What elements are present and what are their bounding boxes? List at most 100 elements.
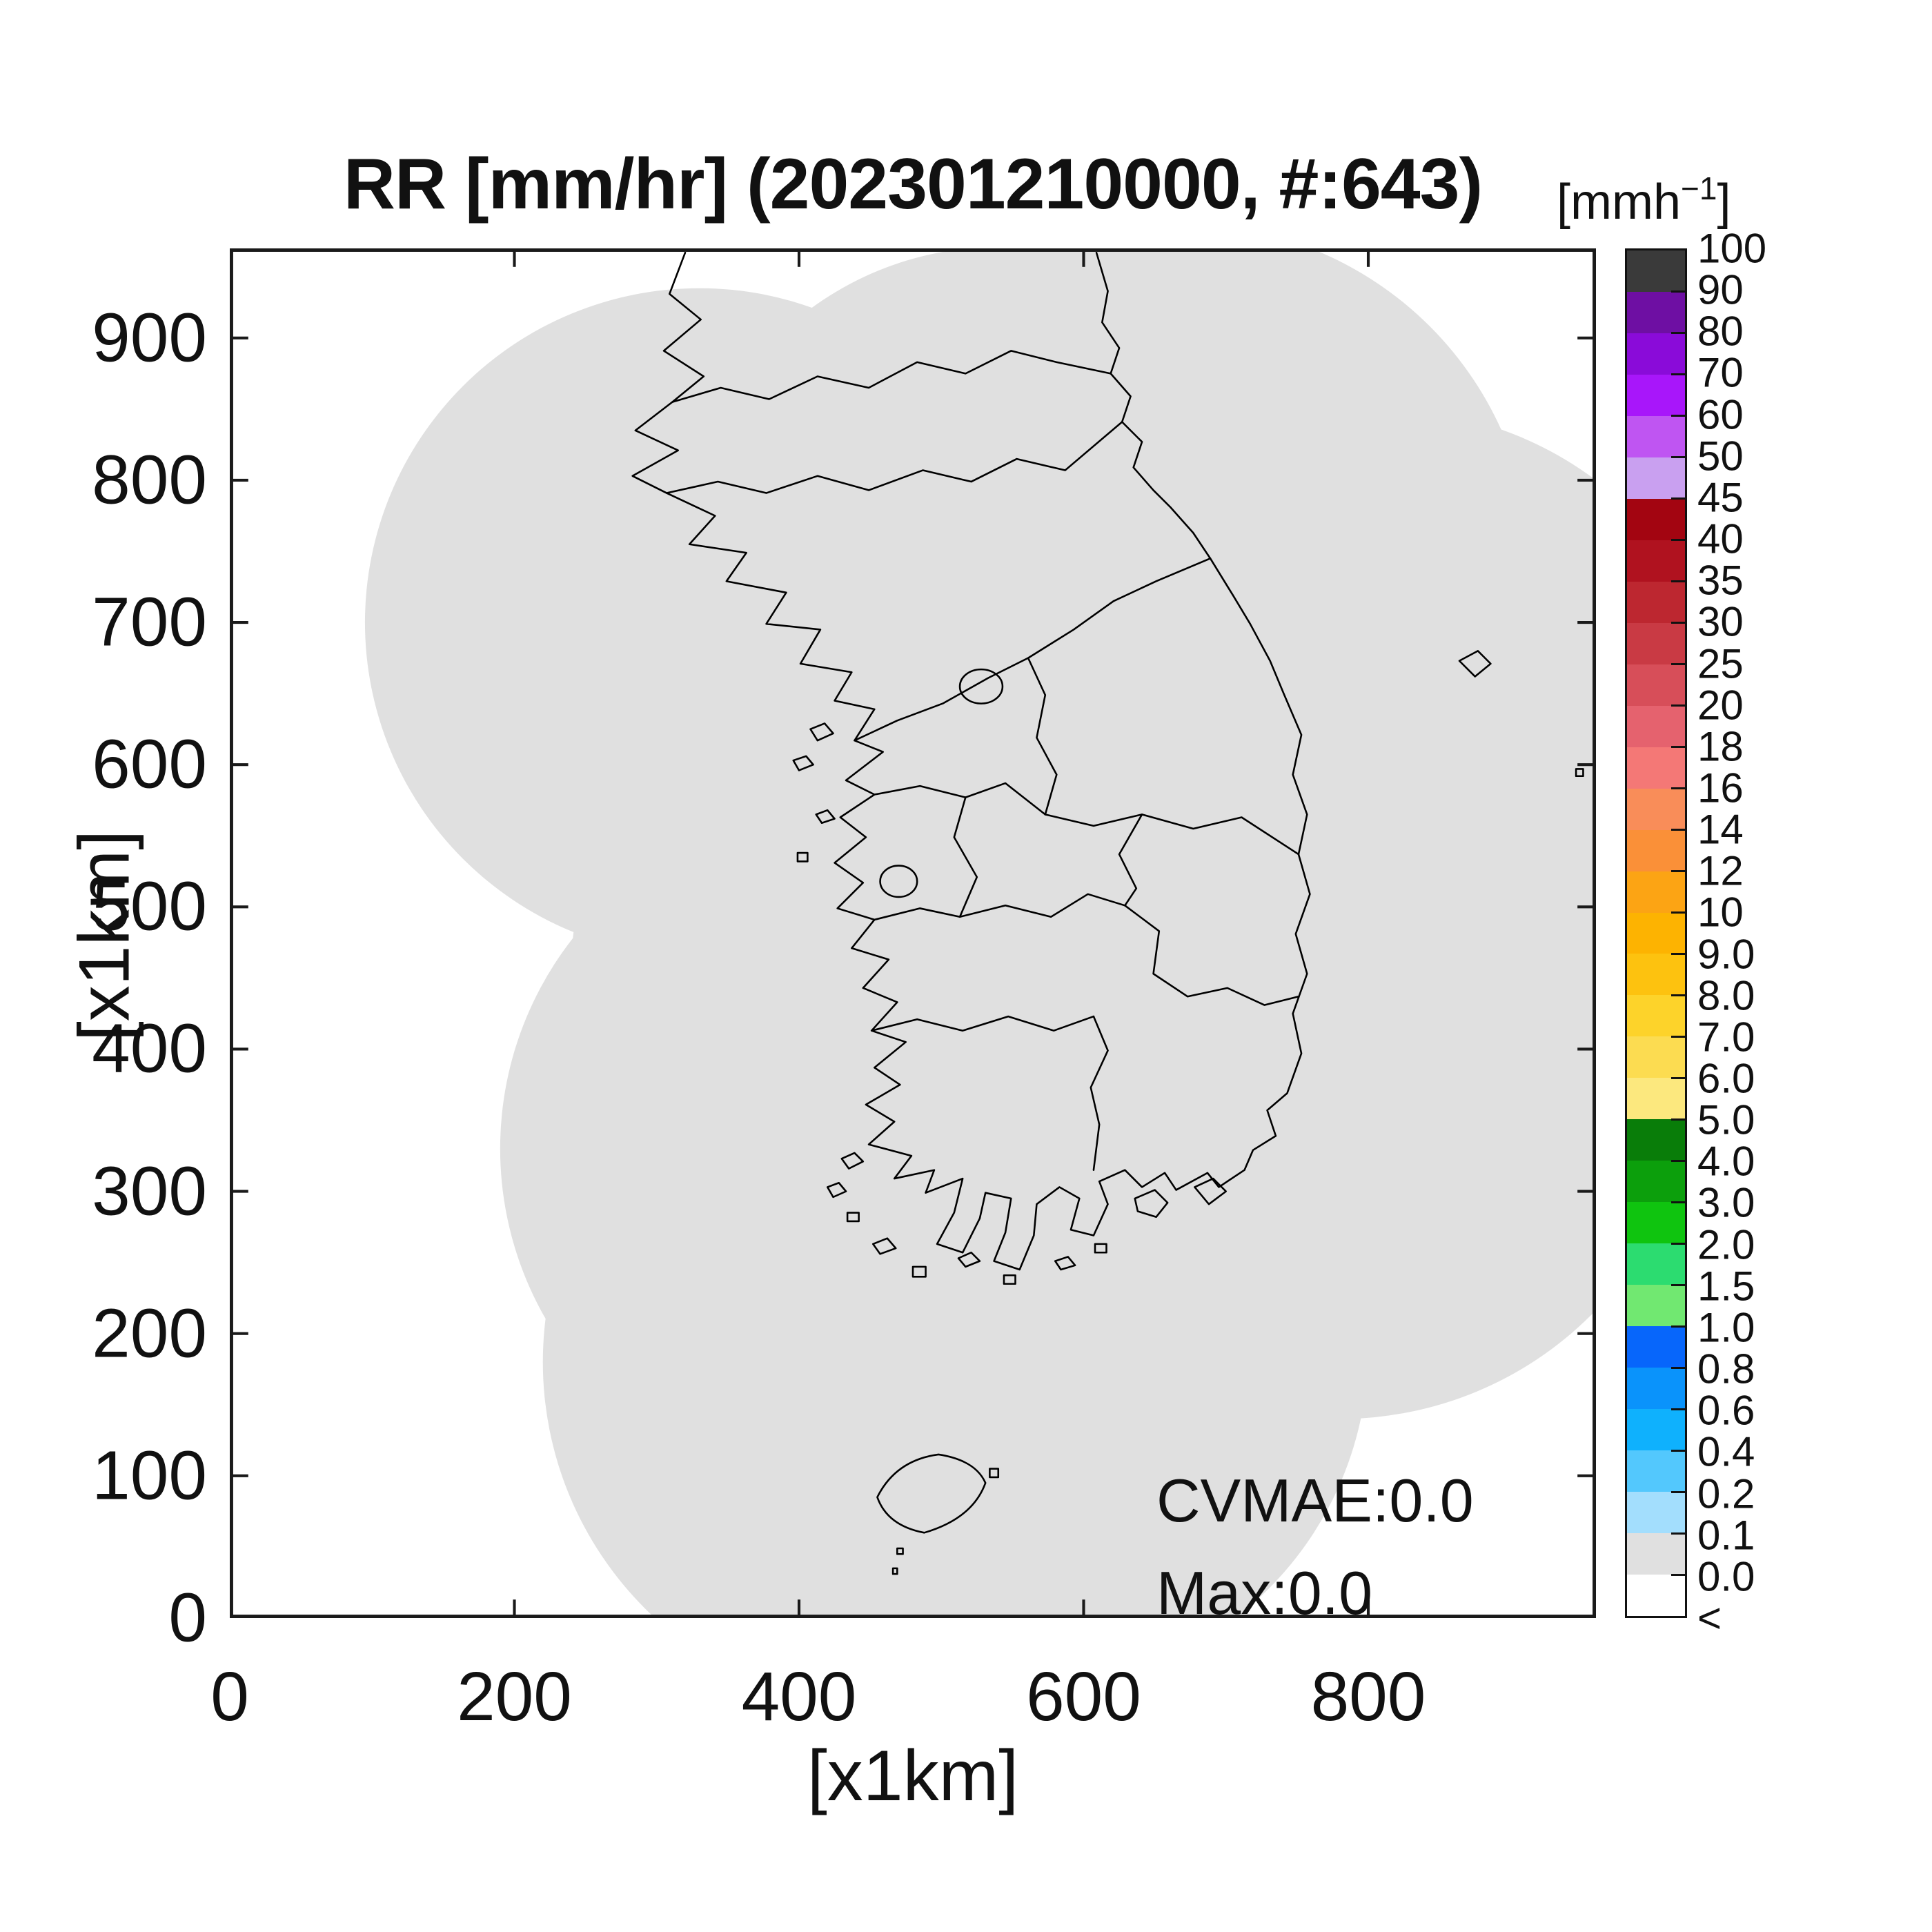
colorbar-segment: [1627, 1161, 1685, 1203]
island-sw-3: [846, 1212, 860, 1223]
colorbar-segment: [1627, 1202, 1685, 1244]
colorbar-label: 40: [1697, 515, 1744, 562]
colorbar-label: 0.8: [1697, 1346, 1755, 1392]
colorbar-label: 45: [1697, 474, 1744, 521]
colorbar-segment: [1627, 415, 1685, 457]
colorbar-segment: [1627, 664, 1685, 706]
colorbar-label: 80: [1697, 308, 1744, 355]
island-sw-4: [871, 1237, 897, 1255]
y-tick-label: 900: [92, 299, 207, 377]
colorbar-tick: [1671, 746, 1685, 749]
x-tick-label: 400: [741, 1658, 857, 1735]
colorbar-tick: [1671, 622, 1685, 624]
colorbar-segment: [1627, 871, 1685, 913]
y-tick-label: 0: [168, 1579, 207, 1657]
y-tick-label: 500: [92, 867, 207, 945]
colorbar-segment: [1627, 457, 1685, 499]
colorbar-tick: [1671, 1408, 1685, 1410]
cvmae-text: CVMAE:0.0: [1156, 1466, 1474, 1535]
colorbar-segment: [1627, 705, 1685, 747]
colorbar-segment: [1627, 333, 1685, 375]
island-sw-2: [826, 1181, 847, 1199]
colorbar-tick: [1671, 787, 1685, 790]
colorbar-tick: [1671, 1573, 1685, 1576]
border-chungbuk-west: [953, 796, 978, 918]
island-jeju-dot-1: [896, 1547, 904, 1555]
colorbar-unit-label: [mmh−1]: [1557, 170, 1731, 230]
colorbar-segment: [1627, 1078, 1685, 1120]
colorbar-label: 0.0: [1697, 1553, 1755, 1600]
colorbar-label: 6.0: [1697, 1055, 1755, 1102]
island-s-3: [1094, 1243, 1107, 1254]
radar-range-circle: [685, 1006, 1368, 1618]
max-text: Max:0.0: [1156, 1559, 1373, 1627]
island-west-1: [809, 722, 834, 742]
island-west-3: [815, 809, 836, 825]
colorbar-tick: [1671, 415, 1685, 417]
plot-border: [230, 248, 1596, 1618]
colorbar-label: 100: [1697, 225, 1767, 272]
colorbar-label: 25: [1697, 640, 1744, 687]
colorbar-tick: [1671, 1118, 1685, 1121]
colorbar-segment: [1627, 954, 1685, 996]
colorbar-tick: [1671, 373, 1685, 376]
island-dokdo: [1575, 768, 1584, 778]
colorbar-tick: [1671, 1325, 1685, 1328]
border-gyeongbuk-west: [1118, 814, 1143, 907]
colorbar-tick: [1671, 1490, 1685, 1493]
colorbar-segment: [1627, 291, 1685, 333]
colorbar-label: 0.4: [1697, 1428, 1755, 1475]
colorbar-label: 60: [1697, 391, 1744, 438]
colorbar-segment: [1627, 1243, 1685, 1285]
colorbar-segment: [1627, 1036, 1685, 1078]
y-tick-label: 300: [92, 1152, 207, 1230]
colorbar-tick: [1671, 539, 1685, 542]
island-sw-6: [957, 1251, 981, 1268]
colorbar-tick: [1671, 1366, 1685, 1369]
colorbar-tick: [1671, 1449, 1685, 1452]
colorbar-unit-suffix: ]: [1717, 175, 1731, 230]
colorbar-label: 5.0: [1697, 1096, 1755, 1143]
x-axis-label: [x1km]: [807, 1736, 1019, 1816]
colorbar-label: 9.0: [1697, 931, 1755, 978]
colorbar-segment: [1627, 912, 1685, 954]
colorbar-segment: [1627, 1533, 1685, 1575]
colorbar-segment: [1627, 1409, 1685, 1451]
colorbar-tick: [1671, 1283, 1685, 1286]
colorbar-unit-prefix: [mmh: [1557, 175, 1681, 230]
y-tick-label: 400: [92, 1009, 207, 1087]
colorbar-tick: [1671, 580, 1685, 583]
colorbar-label: 8.0: [1697, 972, 1755, 1019]
colorbar-tick: [1671, 663, 1685, 666]
colorbar-segment: [1627, 1492, 1685, 1534]
colorbar-label: 0.2: [1697, 1470, 1755, 1517]
colorbar-label: 16: [1697, 765, 1744, 811]
colorbar-segment: [1627, 498, 1685, 540]
island-jeju-islet: [989, 1468, 1000, 1479]
colorbar-tick: [1671, 870, 1685, 873]
y-tick-label: 800: [92, 441, 207, 519]
y-tick-label: 600: [92, 725, 207, 803]
colorbar-label: 14: [1697, 806, 1744, 853]
colorbar-label: 0.6: [1697, 1387, 1755, 1434]
colorbar-tick: [1671, 911, 1685, 914]
colorbar-label: 35: [1697, 557, 1744, 604]
x-tick-label: 200: [457, 1658, 572, 1735]
border-seoul-loop: [958, 668, 1004, 704]
island-jeju: [876, 1453, 987, 1534]
island-s-2: [1054, 1256, 1076, 1271]
colorbar-label: 0.1: [1697, 1512, 1755, 1559]
colorbar-label: 18: [1697, 723, 1744, 770]
island-namhae: [1134, 1189, 1169, 1219]
y-tick-label: 700: [92, 583, 207, 661]
colorbar-label: 50: [1697, 433, 1744, 480]
colorbar-tick: [1671, 994, 1685, 996]
colorbar-segment: [1627, 622, 1685, 664]
colorbar-label: <: [1697, 1595, 1722, 1642]
colorbar-segment: [1627, 1326, 1685, 1368]
colorbar-tick: [1671, 952, 1685, 955]
colorbar-unit-exponent: −1: [1681, 170, 1717, 206]
colorbar-label: 1.0: [1697, 1304, 1755, 1351]
border-gyeongnam-north: [1124, 905, 1300, 1006]
